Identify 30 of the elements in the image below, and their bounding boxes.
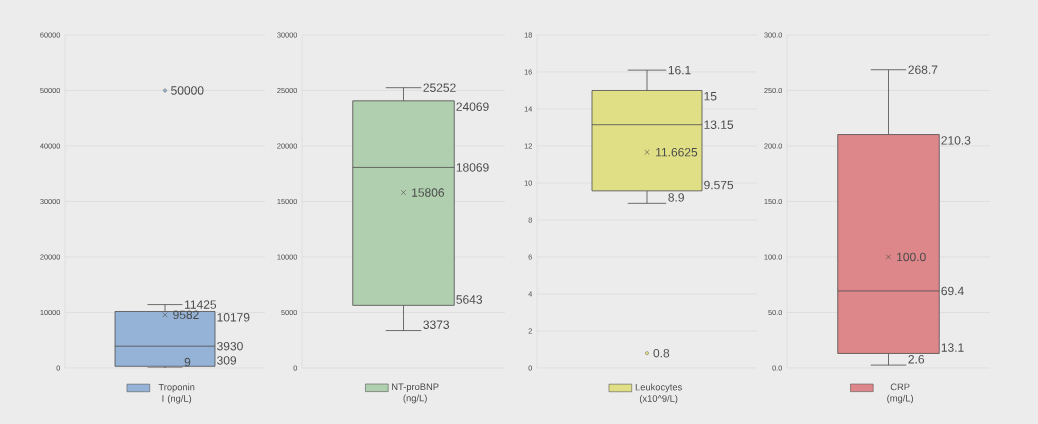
annotation: 309 [217,356,237,365]
annotation: 10179 [217,313,250,322]
legend-label: Leukocytes (x10^9/L) [635,383,682,404]
annotation: 25252 [423,83,456,92]
annotation: 210.3 [941,136,971,145]
annotation: 3930 [217,341,243,351]
annotation: 24069 [456,102,489,111]
annotation: 15 [704,92,717,101]
annotation: 9582 [173,310,199,320]
annotation: 13.1 [941,343,964,352]
annotation: 11425 [185,300,217,309]
annotation: 9 [184,357,191,367]
annotation: 8.9 [668,193,684,202]
annotation: 18069 [456,163,489,172]
legend-label: CRP (mg/L) [887,383,914,404]
annotation: 5643 [456,295,483,304]
annotation: 3373 [423,320,450,329]
annotation: 268.7 [908,65,938,74]
annotation: 9.575 [704,180,734,190]
annotation: 2.6 [908,355,925,364]
annotation: 0.8 [653,348,670,358]
legend-label: NT-proBNP (ng/L) [392,383,439,404]
annotation: 50000 [171,86,204,95]
annotation: 100.0 [897,252,926,262]
annotation: 69.4 [941,286,964,296]
annotation: 11.6625 [656,147,698,157]
annotation: 16.1 [668,65,691,75]
annotation: 13.15 [704,120,734,129]
annotation: 15806 [412,188,445,197]
legend-label: Troponin I (ng/L) [158,383,195,404]
